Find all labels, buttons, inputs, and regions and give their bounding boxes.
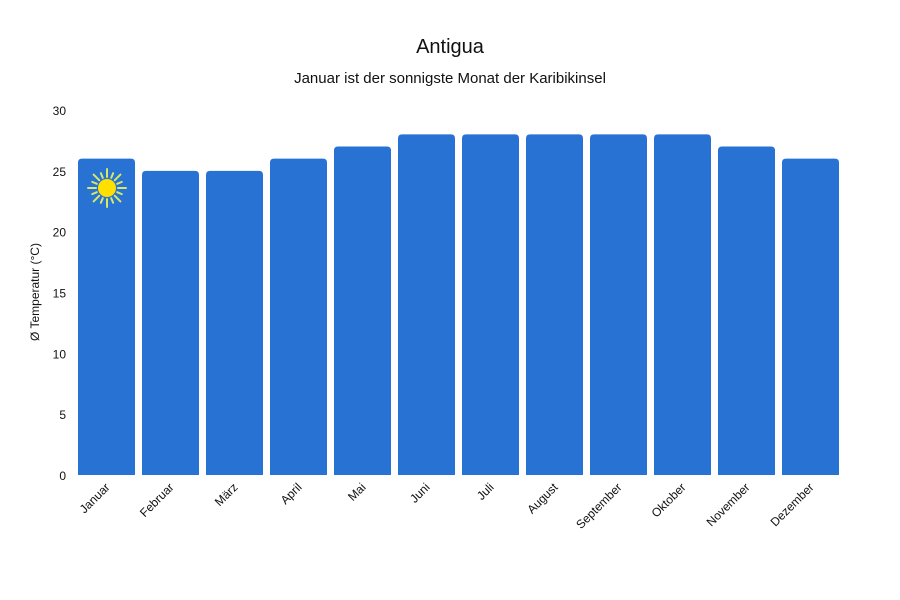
bar — [782, 158, 839, 475]
x-tick-label: September — [573, 480, 624, 531]
bar — [654, 134, 711, 476]
bar — [142, 170, 199, 476]
sun-ray — [110, 197, 115, 204]
sun-ray — [99, 172, 104, 179]
y-tick-label: 30 — [53, 104, 67, 118]
bar — [206, 170, 263, 476]
bar — [590, 134, 647, 476]
y-tick-label: 25 — [53, 165, 67, 179]
sun-ray — [110, 172, 115, 179]
x-tick-label: Mai — [345, 480, 369, 504]
sun-icon — [98, 179, 116, 197]
bar — [462, 134, 519, 476]
sun-ray — [91, 180, 98, 185]
x-tick-label: Februar — [137, 480, 177, 520]
x-tick-label: Juni — [407, 480, 432, 505]
bar — [78, 158, 135, 475]
sun-ray — [99, 197, 104, 204]
chart-subtitle: Januar ist der sonnigste Monat der Karib… — [294, 70, 606, 87]
x-tick-label: März — [212, 480, 241, 509]
y-axis-label: Ø Temperatur (°C) — [28, 243, 42, 341]
x-tick-label: Oktober — [649, 480, 689, 520]
y-tick-label: 10 — [53, 347, 67, 361]
x-tick-label: Januar — [77, 480, 113, 516]
sun-ray — [116, 180, 123, 185]
y-tick-label: 20 — [53, 226, 67, 240]
y-tick-label: 5 — [59, 408, 66, 422]
x-tick-label: Dezember — [768, 480, 817, 529]
sun-ray — [91, 191, 98, 196]
bar — [526, 134, 583, 476]
x-tick-label: August — [524, 480, 561, 517]
sun-ray — [92, 173, 101, 182]
x-tick-label: Juli — [474, 480, 497, 503]
bar — [398, 134, 455, 476]
sun-ray — [113, 173, 122, 182]
bar — [270, 158, 327, 475]
bar — [718, 146, 775, 475]
y-tick-label: 15 — [53, 287, 67, 301]
x-tick-label: November — [704, 480, 753, 529]
sun-ray — [113, 194, 122, 203]
x-tick-label: April — [278, 480, 305, 507]
y-tick-label: 0 — [59, 469, 66, 483]
sun-ray — [116, 191, 123, 196]
sun-ray — [92, 194, 101, 203]
bar — [334, 146, 391, 475]
chart-title: Antigua — [416, 36, 484, 58]
